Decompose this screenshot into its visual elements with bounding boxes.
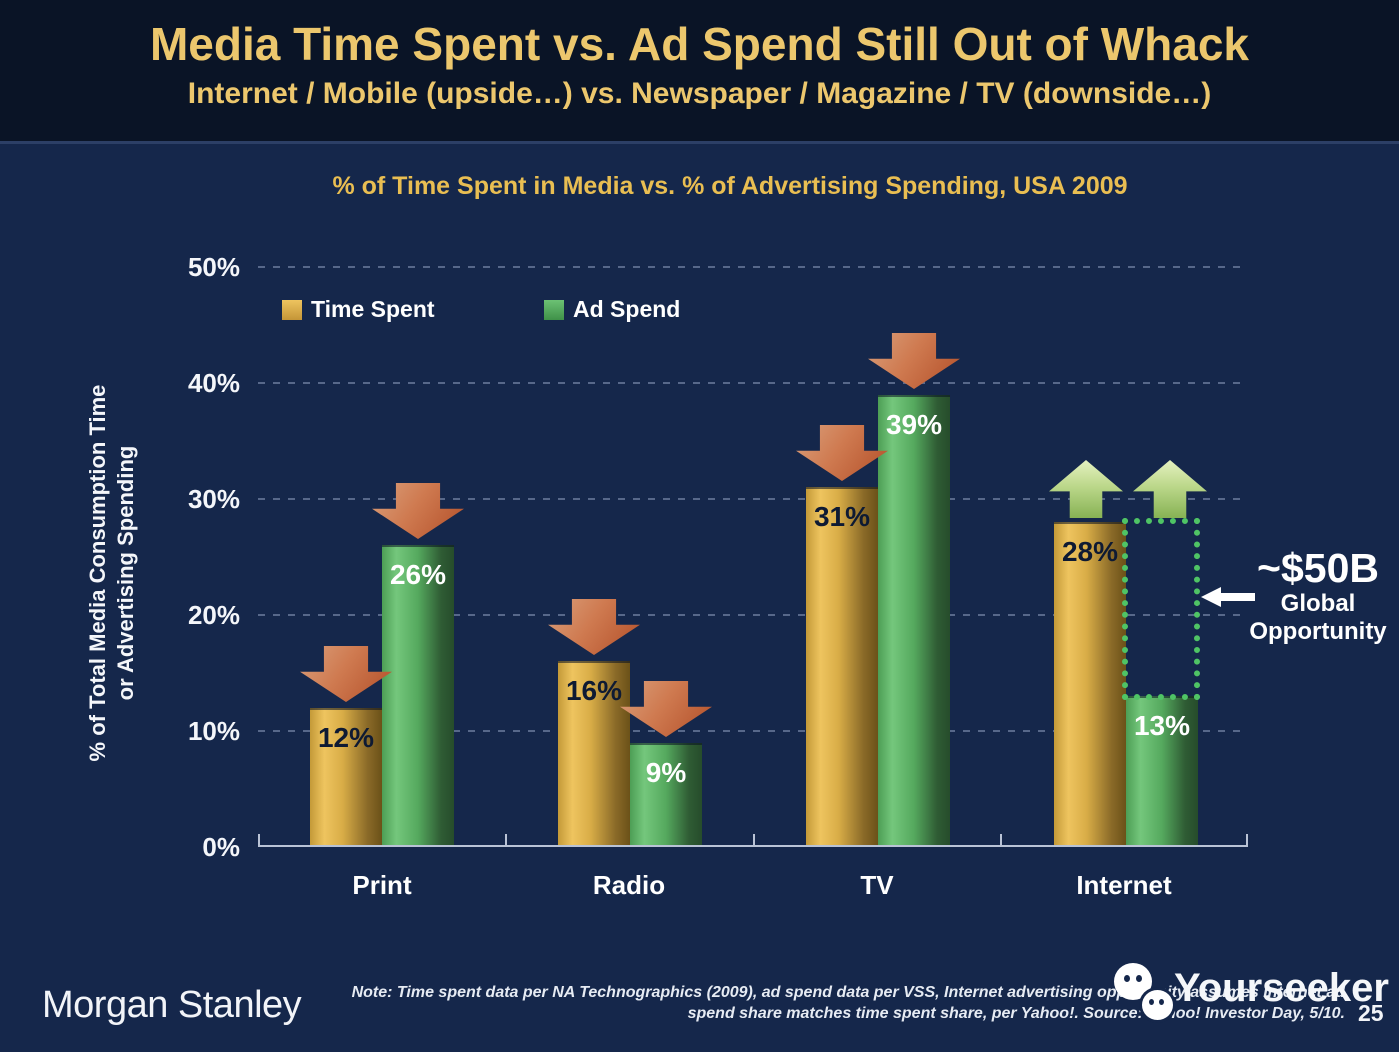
bar-value-label: 9% xyxy=(645,757,687,788)
x-axis-line xyxy=(258,845,1248,847)
bar-value-label: 16% xyxy=(565,675,623,706)
wechat-icon-eye xyxy=(1159,999,1164,1005)
ytick-50: 50% xyxy=(187,252,240,282)
up-arrow-icon-internet-2 xyxy=(1133,460,1207,518)
morgan-stanley-logo: Morgan Stanley xyxy=(42,984,302,1026)
opportunity-amount: ~$50B xyxy=(1257,545,1379,591)
slide-title: Media Time Spent vs. Ad Spend Still Out … xyxy=(149,18,1250,70)
opportunity-label-line1: Global xyxy=(1280,590,1356,617)
x-axis-tick xyxy=(1246,834,1248,846)
header-band: Media Time Spent vs. Ad Spend Still Out … xyxy=(0,0,1399,144)
source-note-line1: Note: Time spent data per NA Technograph… xyxy=(351,984,1345,1001)
bar-value-label: 39% xyxy=(885,409,943,440)
legend-label-time-spent: Time Spent xyxy=(311,296,435,322)
x-axis-tick xyxy=(505,834,507,846)
legend-label-ad-spend: Ad Spend xyxy=(573,296,681,322)
bar-value-label: 13% xyxy=(1133,710,1191,741)
up-arrow-icon-internet-1 xyxy=(1049,460,1123,518)
legend-item-time-spent: Time Spent xyxy=(282,296,435,323)
opportunity-label-line2: Opportunity xyxy=(1249,618,1387,645)
bar-print-ad-spend: 26% xyxy=(382,545,454,847)
gridline-10 xyxy=(258,730,1248,732)
source-note: Note: Time spent data per NA Technograph… xyxy=(305,982,1345,1024)
category-label-print: Print xyxy=(352,870,412,900)
category-label-radio: Radio xyxy=(592,870,666,900)
down-arrow-icon-print-ad xyxy=(372,483,464,539)
down-arrow-icon-radio-time xyxy=(548,599,640,655)
down-arrow-icon-tv-ad xyxy=(868,333,960,389)
wechat-icon-eye xyxy=(1124,975,1130,982)
bar-print-time-spent: 12% xyxy=(310,708,382,847)
gridline-30 xyxy=(258,498,1248,500)
source-note-line2: spend share matches time spent share, pe… xyxy=(687,1005,1345,1022)
slide-subtitle: Internet / Mobile (upside…) vs. Newspape… xyxy=(187,77,1212,110)
wechat-icon-eye xyxy=(1136,975,1142,982)
bar-internet-ad-spend: 13% xyxy=(1126,696,1198,847)
y-axis-title-line2: or Advertising Spending xyxy=(113,445,138,701)
ytick-40: 40% xyxy=(187,368,240,398)
ytick-20: 20% xyxy=(187,600,240,630)
bar-radio-ad-spend: 9% xyxy=(630,743,702,847)
bar-value-label: 26% xyxy=(389,559,447,590)
gridline-50 xyxy=(258,266,1248,268)
bar-value-label: 31% xyxy=(813,501,871,532)
down-arrow-icon-print-time xyxy=(300,646,392,702)
x-axis-tick xyxy=(753,834,755,846)
x-axis-tick xyxy=(258,834,260,846)
opportunity-gap-box xyxy=(1122,518,1200,700)
opportunity-annotation: ~$50B Global Opportunity xyxy=(1238,546,1398,646)
bar-tv-ad-spend: 39% xyxy=(878,395,950,847)
bar-tv-time-spent: 31% xyxy=(806,487,878,847)
chart-title: % of Time Spent in Media vs. % of Advert… xyxy=(332,172,1128,200)
bar-radio-time-spent: 16% xyxy=(558,661,630,847)
down-arrow-icon-tv-time xyxy=(796,425,888,481)
legend-swatch-ad-spend xyxy=(544,299,564,320)
left-arrow-icon xyxy=(1201,587,1255,607)
ytick-10: 10% xyxy=(187,716,240,746)
bar-internet-time-spent: 28% xyxy=(1054,522,1126,847)
gridline-20 xyxy=(258,614,1248,616)
legend-swatch-time-spent xyxy=(282,299,302,320)
watermark-text: Yourseeker xyxy=(1174,966,1389,1010)
wechat-icon-small xyxy=(1139,987,1176,1023)
ytick-0: 0% xyxy=(202,832,240,862)
y-axis-title: % of Total Media Consumption Time or Adv… xyxy=(84,313,140,833)
wechat-icon-eye xyxy=(1149,999,1154,1005)
y-axis-title-line1: % of Total Media Consumption Time xyxy=(85,384,110,762)
gridline-40 xyxy=(258,382,1248,384)
bar-value-label: 28% xyxy=(1061,536,1119,567)
ytick-30: 30% xyxy=(187,484,240,514)
x-axis-tick xyxy=(1000,834,1002,846)
category-label-internet: Internet xyxy=(1076,870,1172,900)
category-label-tv: TV xyxy=(860,870,894,900)
legend-item-ad-spend: Ad Spend xyxy=(544,296,680,323)
page-number: 25 xyxy=(1358,1000,1384,1026)
bar-value-label: 12% xyxy=(317,722,375,753)
down-arrow-icon-radio-ad xyxy=(620,681,712,737)
